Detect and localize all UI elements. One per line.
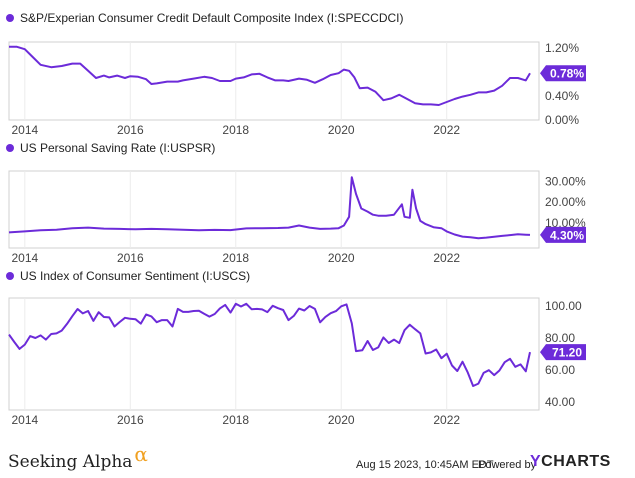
x-tick-label: 2016 <box>117 413 144 427</box>
brand-name: Seeking Alpha <box>8 452 133 472</box>
y-tick-label: 60.00 <box>545 363 575 377</box>
y-tick-label: 1.20% <box>545 41 579 55</box>
series-line <box>8 176 531 240</box>
legend-dot-icon <box>6 272 14 280</box>
x-tick-label: 2020 <box>328 251 355 265</box>
legend-dot-icon <box>6 144 14 152</box>
x-tick-label: 2014 <box>11 251 38 265</box>
y-tick-label: 10.00% <box>545 216 586 230</box>
y-tick-label: 0.40% <box>545 89 579 103</box>
y-tick-label: 80.00 <box>545 331 575 345</box>
x-tick-label: 2016 <box>117 251 144 265</box>
y-tick-label: 40.00 <box>545 395 575 409</box>
y-tick-label: 20.00% <box>545 195 586 209</box>
y-tick-label: 100.00 <box>545 299 582 313</box>
last-value-badge <box>540 226 586 243</box>
chart-title: US Index of Consumer Sentiment (I:USCS) <box>20 269 250 283</box>
timestamp: Aug 15 2023, 10:45AM EDT. <box>356 459 496 471</box>
x-tick-label: 2022 <box>433 251 460 265</box>
x-tick-label: 2018 <box>222 123 249 137</box>
ycharts-logo[interactable]: YCHARTS <box>530 453 611 471</box>
ycharts-rest: CHARTS <box>541 453 611 470</box>
x-tick-label: 2020 <box>328 413 355 427</box>
seeking-alpha-logo[interactable]: Seeking Alpha α <box>8 442 148 472</box>
x-tick-label: 2018 <box>222 413 249 427</box>
x-tick-label: 2020 <box>328 123 355 137</box>
x-tick-label: 2022 <box>433 413 460 427</box>
last-value-label: 71.20 <box>552 346 582 360</box>
last-value-badge <box>540 65 586 82</box>
plot-frame <box>8 41 540 121</box>
chart-title: S&P/Experian Consumer Credit Default Com… <box>20 11 403 25</box>
plot-frame <box>8 170 540 249</box>
ycharts-y: Y <box>530 453 542 470</box>
chart-title: US Personal Saving Rate (I:USPSR) <box>20 141 215 155</box>
powered-by-label: Powered by <box>478 459 537 471</box>
legend-dot-icon <box>6 14 14 22</box>
last-value-label: 0.78% <box>550 67 584 81</box>
y-tick-label: 30.00% <box>545 174 586 188</box>
x-tick-label: 2014 <box>11 413 38 427</box>
series-line <box>8 302 531 387</box>
alpha-mark: α <box>134 442 148 466</box>
last-value-label: 4.30% <box>550 228 584 242</box>
series-line <box>9 45 531 106</box>
x-tick-label: 2016 <box>117 123 144 137</box>
y-tick-label: 0.00% <box>545 113 579 127</box>
footer: Seeking Alpha α Aug 15 2023, 10:45AM EDT.… <box>0 442 635 478</box>
x-tick-label: 2022 <box>433 123 460 137</box>
x-tick-label: 2018 <box>222 251 249 265</box>
plot-frame <box>8 297 540 411</box>
last-value-badge <box>540 344 586 361</box>
x-tick-label: 2014 <box>11 123 38 137</box>
